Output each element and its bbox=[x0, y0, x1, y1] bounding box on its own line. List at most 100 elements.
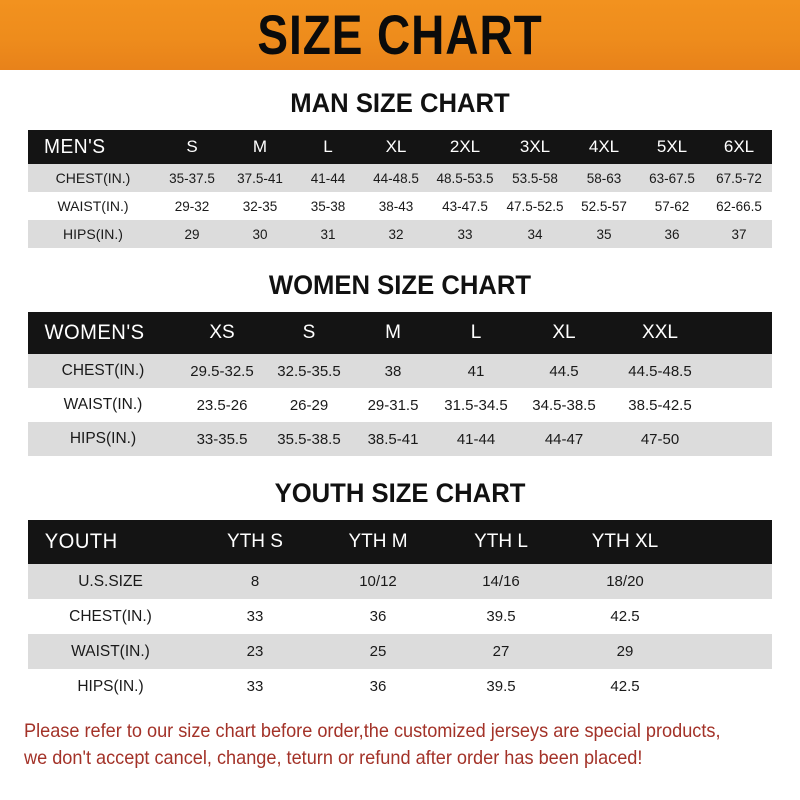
youth-header-label: YOUTH bbox=[31, 520, 190, 564]
women-chest-xs: 29.5-32.5 bbox=[178, 354, 266, 388]
men-col-3xl: 3XL bbox=[500, 130, 570, 164]
women-col-xl: XL bbox=[518, 312, 610, 354]
table-row: HIPS(IN.) 29 30 31 32 33 34 35 36 37 bbox=[28, 220, 772, 248]
women-row-hips-label: HIPS(IN.) bbox=[28, 422, 178, 456]
youth-section-title: YOUTH SIZE CHART bbox=[274, 478, 526, 508]
youth-col-yth-s: YTH S bbox=[193, 520, 317, 564]
men-chest-4xl: 58-63 bbox=[570, 164, 638, 192]
youth-ussize-yth-m: 10/12 bbox=[317, 564, 439, 599]
men-col-s: S bbox=[158, 130, 226, 164]
men-table-header-row: MEN'S S M L XL 2XL 3XL 4XL 5XL 6XL bbox=[28, 130, 772, 164]
youth-row-hips-label: HIPS(IN.) bbox=[28, 669, 193, 704]
youth-cell-spacer bbox=[687, 669, 772, 704]
men-hips-l: 31 bbox=[294, 220, 362, 248]
youth-hips-yth-l: 39.5 bbox=[439, 669, 563, 704]
women-hips-s: 35.5-38.5 bbox=[266, 422, 352, 456]
men-waist-s: 29-32 bbox=[158, 192, 226, 220]
men-chest-m: 37.5-41 bbox=[226, 164, 294, 192]
men-chest-6xl: 67.5-72 bbox=[706, 164, 772, 192]
youth-col-yth-xl: YTH XL bbox=[563, 520, 687, 564]
women-chest-m: 38 bbox=[352, 354, 434, 388]
men-chest-l: 41-44 bbox=[294, 164, 362, 192]
women-row-chest-label: CHEST(IN.) bbox=[28, 354, 178, 388]
men-table-wrap: MEN'S S M L XL 2XL 3XL 4XL 5XL 6XL CHEST… bbox=[28, 130, 772, 248]
women-col-l: L bbox=[434, 312, 518, 354]
men-waist-4xl: 52.5-57 bbox=[570, 192, 638, 220]
women-cell-spacer bbox=[710, 388, 772, 422]
women-hips-l: 41-44 bbox=[434, 422, 518, 456]
youth-hips-yth-s: 33 bbox=[193, 669, 317, 704]
youth-waist-yth-xl: 29 bbox=[563, 634, 687, 669]
men-col-2xl: 2XL bbox=[430, 130, 500, 164]
youth-chest-yth-s: 33 bbox=[193, 599, 317, 634]
youth-ussize-yth-s: 8 bbox=[193, 564, 317, 599]
footer-line-2: we don't accept cancel, change, teturn o… bbox=[24, 747, 643, 769]
youth-chest-yth-xl: 42.5 bbox=[563, 599, 687, 634]
women-waist-xxl: 38.5-42.5 bbox=[610, 388, 710, 422]
women-chest-s: 32.5-35.5 bbox=[266, 354, 352, 388]
footer-disclaimer: Please refer to our size chart before or… bbox=[24, 718, 723, 772]
men-waist-2xl: 43-47.5 bbox=[430, 192, 500, 220]
men-hips-3xl: 34 bbox=[500, 220, 570, 248]
women-chest-l: 41 bbox=[434, 354, 518, 388]
women-hips-xxl: 47-50 bbox=[610, 422, 710, 456]
youth-size-table: YOUTH YTH S YTH M YTH L YTH XL U.S.SIZE … bbox=[28, 520, 772, 704]
women-table-header-row: WOMEN'S XS S M L XL XXL bbox=[28, 312, 772, 354]
youth-chest-yth-l: 39.5 bbox=[439, 599, 563, 634]
women-table-wrap: WOMEN'S XS S M L XL XXL CHEST(IN.) 29.5-… bbox=[28, 312, 772, 456]
men-col-4xl: 4XL bbox=[570, 130, 638, 164]
men-hips-2xl: 33 bbox=[430, 220, 500, 248]
table-row: HIPS(IN.) 33 36 39.5 42.5 bbox=[28, 669, 772, 704]
women-hips-xl: 44-47 bbox=[518, 422, 610, 456]
women-waist-l: 31.5-34.5 bbox=[434, 388, 518, 422]
women-section-title: WOMEN SIZE CHART bbox=[268, 270, 532, 300]
youth-table-header-row: YOUTH YTH S YTH M YTH L YTH XL bbox=[28, 520, 772, 564]
women-waist-s: 26-29 bbox=[266, 388, 352, 422]
table-row: WAIST(IN.) 29-32 32-35 35-38 38-43 43-47… bbox=[28, 192, 772, 220]
men-col-5xl: 5XL bbox=[638, 130, 706, 164]
women-chest-xxl: 44.5-48.5 bbox=[610, 354, 710, 388]
men-chest-3xl: 53.5-58 bbox=[500, 164, 570, 192]
women-size-table: WOMEN'S XS S M L XL XXL CHEST(IN.) 29.5-… bbox=[28, 312, 772, 456]
men-section-title: MAN SIZE CHART bbox=[290, 88, 510, 118]
women-waist-xl: 34.5-38.5 bbox=[518, 388, 610, 422]
youth-hips-yth-xl: 42.5 bbox=[563, 669, 687, 704]
men-col-6xl: 6XL bbox=[706, 130, 772, 164]
men-header-label: MEN'S bbox=[30, 130, 156, 164]
women-row-waist-label: WAIST(IN.) bbox=[28, 388, 178, 422]
women-waist-xs: 23.5-26 bbox=[178, 388, 266, 422]
men-chest-xl: 44-48.5 bbox=[362, 164, 430, 192]
table-row: WAIST(IN.) 23 25 27 29 bbox=[28, 634, 772, 669]
men-hips-xl: 32 bbox=[362, 220, 430, 248]
men-col-xl: XL bbox=[362, 130, 430, 164]
women-hips-m: 38.5-41 bbox=[352, 422, 434, 456]
women-col-m: M bbox=[352, 312, 434, 354]
youth-cell-spacer bbox=[687, 599, 772, 634]
men-size-table: MEN'S S M L XL 2XL 3XL 4XL 5XL 6XL CHEST… bbox=[28, 130, 772, 248]
youth-row-chest-label: CHEST(IN.) bbox=[28, 599, 193, 634]
men-col-l: L bbox=[294, 130, 362, 164]
men-hips-5xl: 36 bbox=[638, 220, 706, 248]
women-col-xs: XS bbox=[178, 312, 266, 354]
page-title: SIZE CHART bbox=[257, 3, 543, 67]
table-row: HIPS(IN.) 33-35.5 35.5-38.5 38.5-41 41-4… bbox=[28, 422, 772, 456]
youth-col-yth-l: YTH L bbox=[439, 520, 563, 564]
women-cell-spacer bbox=[710, 354, 772, 388]
men-waist-3xl: 47.5-52.5 bbox=[500, 192, 570, 220]
youth-col-yth-m: YTH M bbox=[317, 520, 439, 564]
men-row-hips-label: HIPS(IN.) bbox=[28, 220, 158, 248]
men-chest-2xl: 48.5-53.5 bbox=[430, 164, 500, 192]
men-col-m: M bbox=[226, 130, 294, 164]
youth-chest-yth-m: 36 bbox=[317, 599, 439, 634]
youth-table-wrap: YOUTH YTH S YTH M YTH L YTH XL U.S.SIZE … bbox=[28, 520, 772, 704]
table-row: U.S.SIZE 8 10/12 14/16 18/20 bbox=[28, 564, 772, 599]
page-banner: SIZE CHART bbox=[0, 0, 800, 70]
table-row: WAIST(IN.) 23.5-26 26-29 29-31.5 31.5-34… bbox=[28, 388, 772, 422]
women-waist-m: 29-31.5 bbox=[352, 388, 434, 422]
youth-ussize-yth-xl: 18/20 bbox=[563, 564, 687, 599]
women-col-s: S bbox=[266, 312, 352, 354]
youth-row-ussize-label: U.S.SIZE bbox=[28, 564, 193, 599]
men-chest-5xl: 63-67.5 bbox=[638, 164, 706, 192]
youth-cell-spacer bbox=[687, 634, 772, 669]
youth-row-waist-label: WAIST(IN.) bbox=[28, 634, 193, 669]
